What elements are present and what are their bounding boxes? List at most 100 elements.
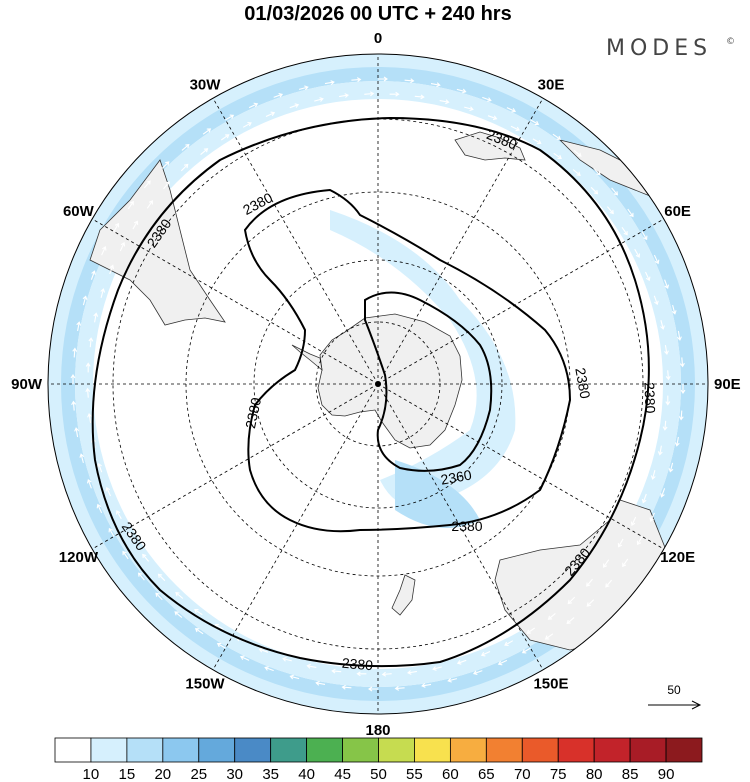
wind-arrow [665, 370, 671, 381]
wind-arrow [163, 181, 170, 190]
wind-arrow [572, 169, 581, 176]
colorbar-tick-label: 20 [154, 766, 171, 782]
wind-arrow [161, 161, 170, 169]
wind-arrow [100, 288, 106, 298]
wind-arrow [404, 78, 415, 84]
wind-arrow [72, 347, 78, 358]
wind-arrow [155, 592, 163, 601]
wind-arrow [314, 97, 324, 102]
wind-arrow [389, 91, 400, 97]
wind-arrow [504, 640, 514, 647]
meridian-line [92, 218, 379, 385]
colorbar-tick-label: 25 [190, 766, 207, 782]
height-contours [91, 116, 650, 668]
wind-arrow [239, 655, 250, 661]
wind-arrow [487, 115, 498, 121]
colorbar-cell [90, 737, 128, 763]
wind-arrow [128, 532, 135, 542]
wind-arrow [660, 488, 666, 498]
antarctica [317, 313, 463, 449]
wind-arrow [627, 208, 634, 218]
colorbar-cell [162, 737, 200, 763]
wind-arrow [679, 357, 685, 368]
brand-logo: MODES [606, 36, 712, 61]
wind-arrow [662, 420, 668, 431]
wind-arrow [621, 226, 628, 236]
wind-arrow [653, 295, 659, 306]
colorbar-cell [378, 737, 415, 763]
colorbar-cell [270, 737, 308, 763]
wind-arrow [566, 617, 575, 625]
wind-arrow [547, 612, 556, 620]
colorbar-tick-label: 55 [406, 766, 423, 782]
wind-arrow [264, 666, 274, 672]
colorbar: 10 15 20 25 30 35 40 45 50 55 60 65 70 75 80 85 90 [54, 737, 703, 782]
wind-arrow [421, 683, 432, 688]
wind-arrow [289, 674, 300, 680]
contour-labels: 2380 2380 2380 2380 2380 2380 2380 2380 … [119, 126, 659, 673]
map-disc: 2380 2380 2380 2380 2380 2380 2380 2380 … [48, 54, 708, 714]
wind-arrow [298, 85, 309, 91]
wind-arrow [634, 248, 641, 258]
wind-shading-jet-east [330, 210, 516, 507]
wind-arrow [86, 478, 92, 489]
colorbar-tick-label: 90 [658, 766, 675, 782]
colorbar-cell [629, 737, 667, 763]
longitude-label: 90W [11, 376, 43, 393]
wind-arrow [200, 148, 209, 156]
wind-arrow [101, 245, 107, 256]
wind-arrow [71, 400, 77, 411]
south-pole-marker [375, 381, 381, 387]
wind-arrow [339, 93, 349, 98]
wind-arrow [351, 77, 362, 83]
wind-arrow [242, 121, 252, 128]
wind-arrow [127, 200, 134, 210]
wind-arrow [407, 670, 417, 675]
wind-arrow [668, 462, 674, 473]
wind-arrow [510, 125, 520, 132]
wind-arrow [660, 320, 665, 330]
wind-arrow [85, 362, 91, 373]
longitude-label: 90E [714, 376, 741, 393]
wind-arrow [649, 512, 655, 523]
reference-vector: 50 [648, 683, 702, 710]
wind-arrow [664, 279, 670, 290]
longitude-label: 180 [365, 722, 390, 739]
wind-arrow [364, 91, 375, 97]
wind-arrow [530, 119, 540, 126]
colorbar-cell [557, 737, 595, 763]
wind-arrow [306, 663, 317, 669]
wind-arrow [480, 651, 491, 657]
wind-arrow [194, 628, 204, 635]
wind-arrow [665, 395, 671, 406]
meridian-line [92, 383, 379, 550]
contour-label: 2380 [572, 366, 593, 400]
wind-arrow [113, 222, 120, 232]
wind-arrow [143, 180, 151, 189]
contour-2380-inner [243, 188, 572, 533]
wind-arrow [432, 666, 442, 671]
longitude-label: 120W [59, 549, 99, 566]
contour-label: 2380 [451, 518, 482, 534]
wind-arrow [430, 82, 441, 88]
colorbar-cell [414, 737, 451, 763]
wind-arrow [567, 596, 576, 605]
colorbar-cell [234, 737, 272, 763]
wind-arrow [456, 659, 467, 665]
colorbar-tick-label: 70 [514, 766, 531, 782]
wind-arrow [603, 559, 610, 568]
wind-arrow [258, 647, 269, 653]
wind-arrow [105, 486, 111, 497]
wind-arrow [248, 102, 259, 109]
longitude-labels: 0 30E 60E 90E 120E 150E 180 150W 120W 90W 60W 30W [11, 30, 741, 739]
meridian-line [377, 98, 544, 385]
wind-arrow [93, 312, 99, 323]
south-america [89, 159, 226, 326]
wind-arrow [122, 550, 129, 560]
wind-band-outer-medium [61, 67, 695, 701]
wind-vector-field [70, 76, 686, 692]
wind-arrow [414, 94, 425, 100]
colorbar-tick-label: 85 [622, 766, 639, 782]
wind-arrow [97, 462, 103, 473]
